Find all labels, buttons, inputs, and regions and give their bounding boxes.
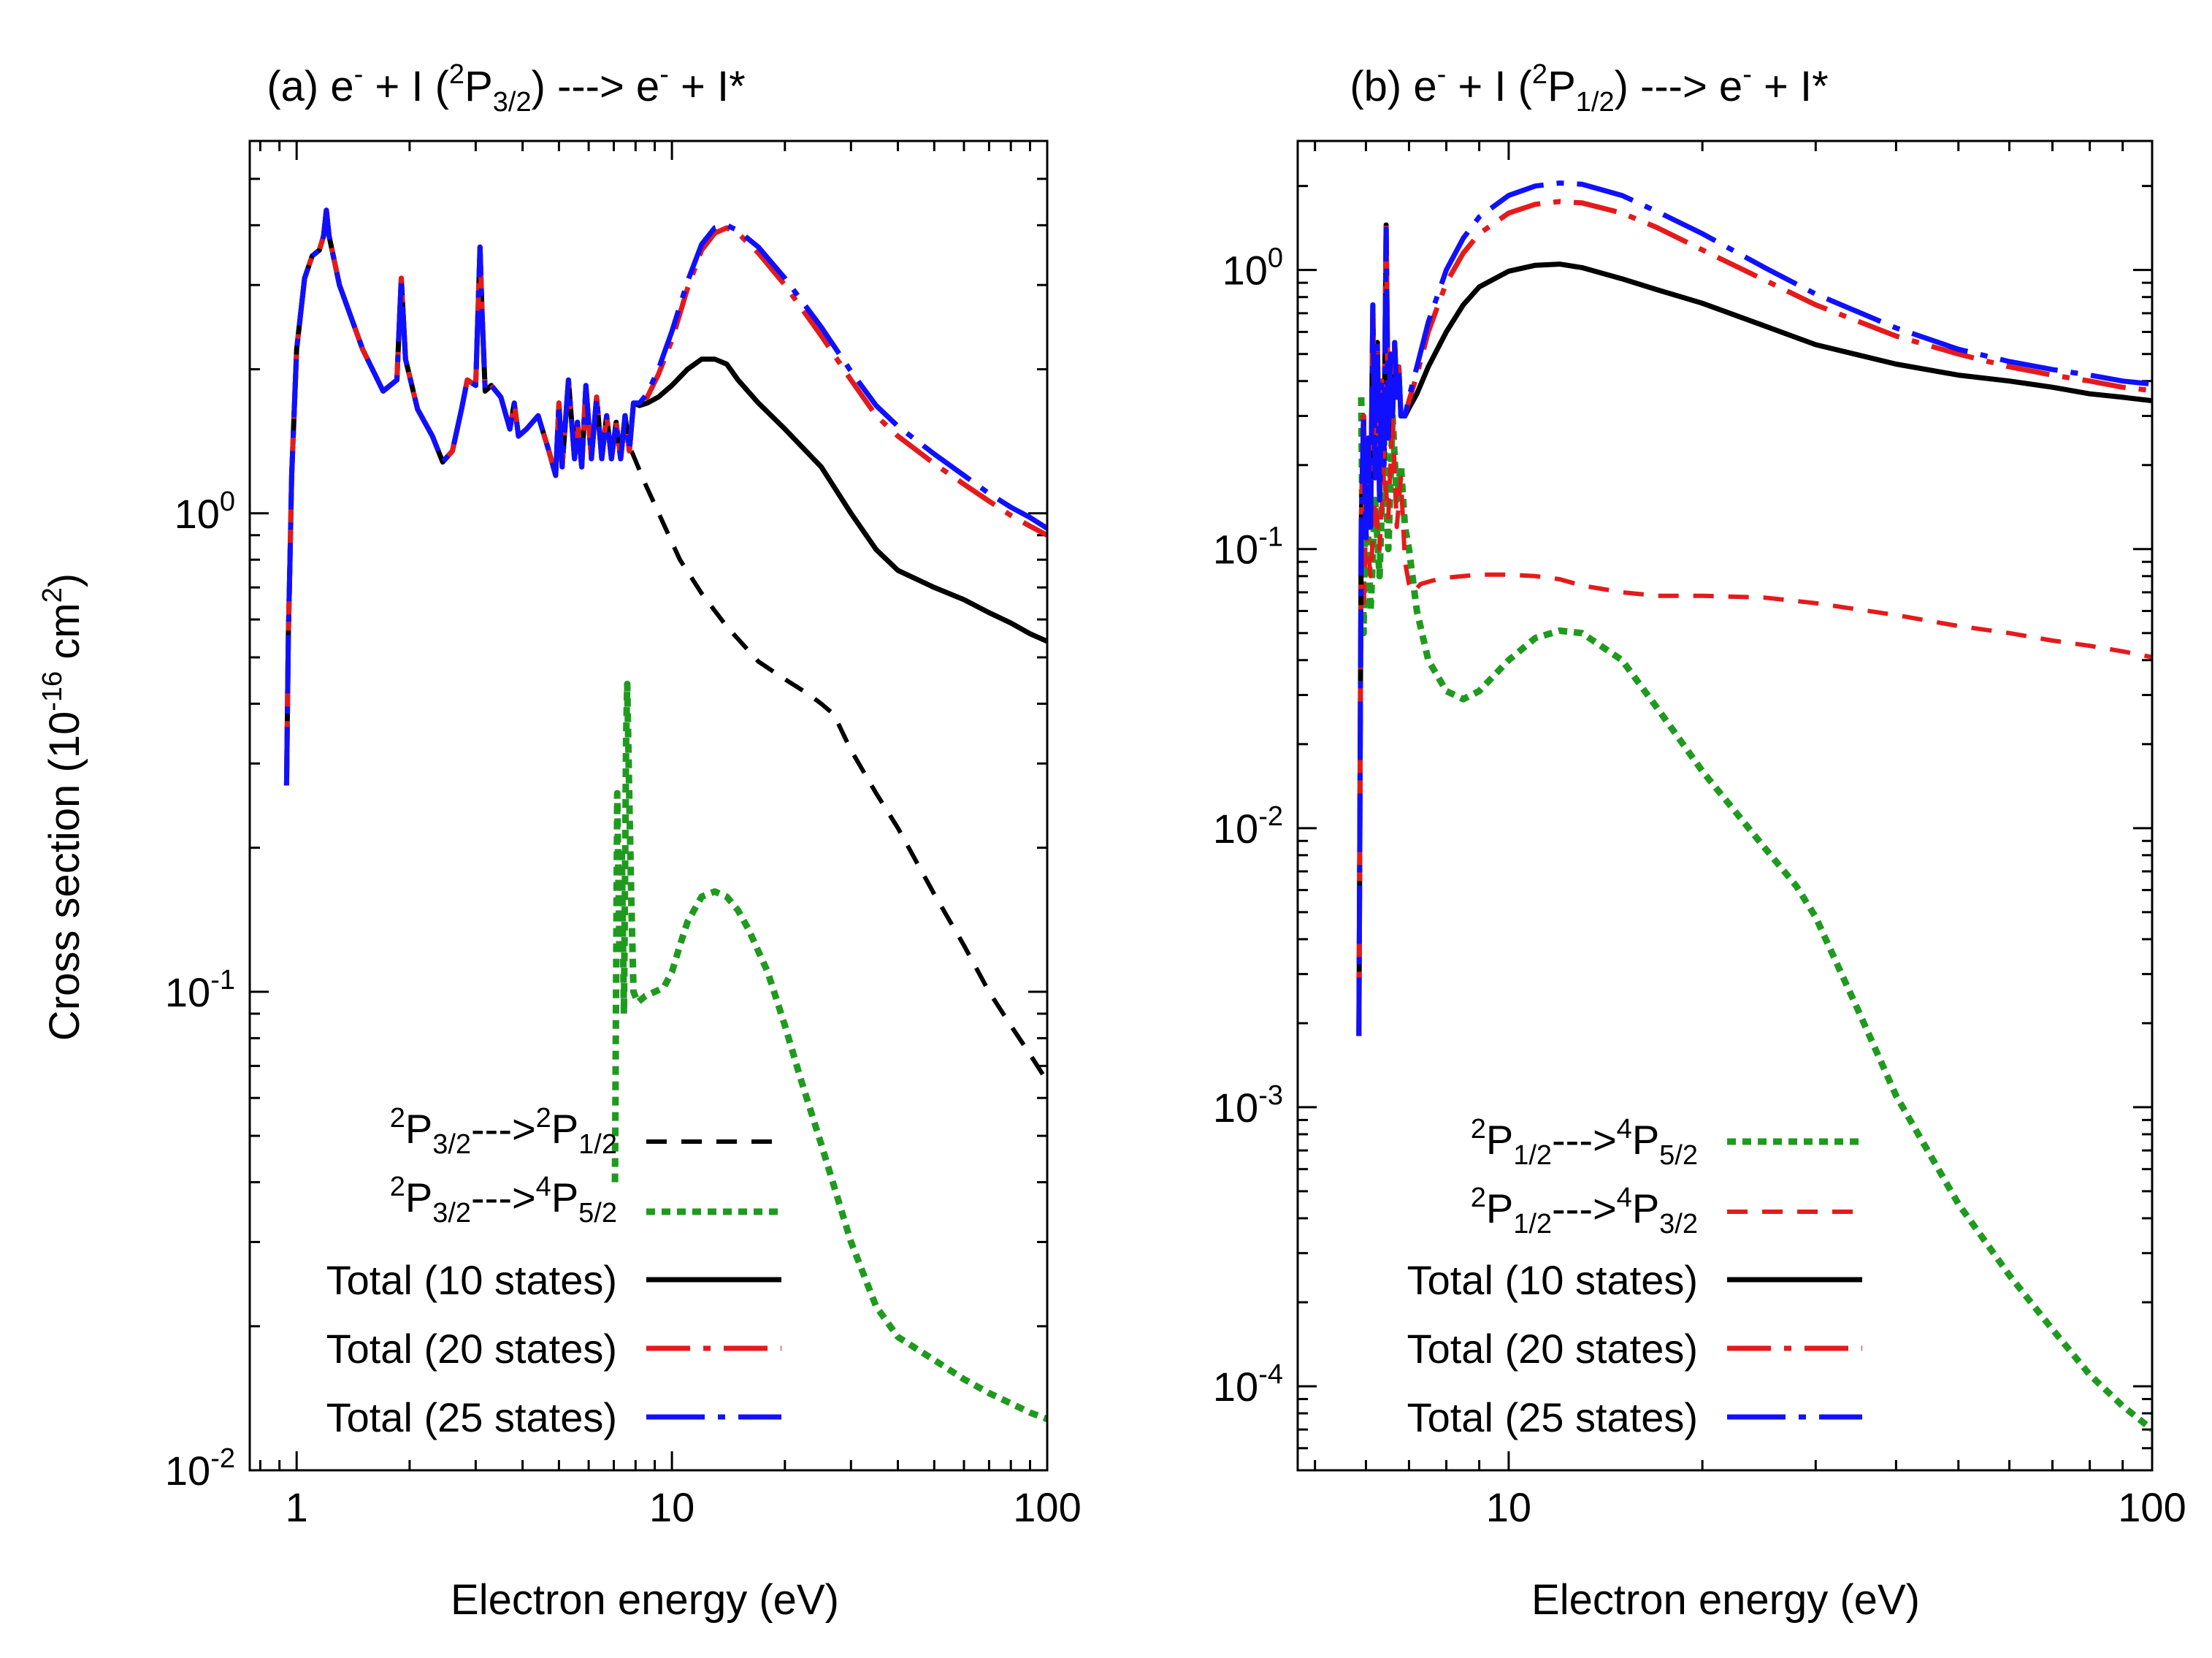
panel-b-title: (b) e- + I (2P1/2) ---> e- + I* — [1350, 59, 1828, 118]
series-b-2 — [1356, 180, 2152, 1036]
panel-a: (a) e- + I (2P3/2) ---> e- + I* Electron… — [37, 59, 1082, 1624]
series-b-0 — [1356, 222, 2152, 1036]
panel-a-frame — [248, 140, 1049, 1472]
panel-a-series — [283, 207, 1047, 1423]
series-a-1 — [283, 207, 1047, 786]
x-tick-label-a: 100 — [1013, 1484, 1081, 1530]
series-a-3 — [629, 450, 1047, 1083]
x-tick-label-b: 10 — [1486, 1484, 1531, 1530]
y-tick-label-b: 100 — [1222, 243, 1283, 294]
legend-b-entry-4-label: Total (20 states) — [1407, 1326, 1698, 1372]
panel-a-legend: 2P3/2--->2P1/2 2P3/2--->4P5/2 Total (10 … — [252, 1103, 781, 1440]
panel-b-x-axis-label: Electron energy (eV) — [1531, 1576, 1920, 1624]
legend-b-entry-1-label: 2P1/2--->4P5/2 — [1471, 1114, 1698, 1171]
x-tick-label-a: 1 — [286, 1484, 308, 1530]
y-tick-label-b: 10-4 — [1213, 1359, 1283, 1410]
y-tick-label-a: 10-2 — [165, 1443, 235, 1494]
y-tick-label-a: 100 — [175, 486, 235, 537]
x-tick-label-a: 10 — [649, 1484, 694, 1530]
series-b-4 — [1359, 413, 2152, 660]
y-tick-label-b: 10-3 — [1213, 1080, 1283, 1131]
panel-b-legend: 2P1/2--->4P5/2 2P1/2--->4P3/2 Total (10 … — [1407, 1114, 1862, 1440]
series-a-4 — [611, 680, 1047, 1423]
legend-a-entry-3-label: Total (10 states) — [326, 1257, 617, 1303]
legend-a-entry-1-label: 2P3/2--->2P1/2 — [390, 1103, 617, 1160]
y-tick-label-a: 10-1 — [165, 965, 235, 1015]
y-tick-label-b: 10-1 — [1213, 522, 1283, 573]
y-axis-label: Cross section (10-16 cm2) — [37, 573, 88, 1041]
panel-b-frame — [1296, 140, 2154, 1472]
legend-a-entry-2-label: 2P3/2--->4P5/2 — [390, 1172, 617, 1229]
legend-b-entry-5-label: Total (25 states) — [1407, 1394, 1698, 1440]
series-b-1 — [1356, 199, 2152, 1036]
series-a-2 — [283, 207, 1047, 786]
legend-b-entry-2-label: 2P1/2--->4P3/2 — [1471, 1183, 1698, 1239]
legend-a-entry-5-label: Total (25 states) — [326, 1394, 617, 1440]
panel-a-ticks: 1 10 100 10-2 10-1 100 — [165, 140, 1082, 1530]
legend-b-entry-3-label: Total (10 states) — [1407, 1257, 1698, 1303]
x-tick-label-b: 100 — [2118, 1484, 2186, 1530]
panel-a-title: (a) e- + I (2P3/2) ---> e- + I* — [267, 59, 745, 118]
panel-b-ticks: 10 100 10-4 10-3 10-2 10-1 100 — [1213, 141, 2186, 1530]
y-tick-label-b: 10-2 — [1213, 801, 1283, 852]
panel-b-series — [1356, 180, 2152, 1432]
panel-b: (b) e- + I (2P1/2) ---> e- + I* Electron… — [1213, 59, 2186, 1624]
panel-a-legend-bg — [252, 1256, 325, 1264]
legend-a-entry-4-label: Total (20 states) — [326, 1326, 617, 1372]
panel-a-x-axis-label: Electron energy (eV) — [451, 1576, 839, 1624]
